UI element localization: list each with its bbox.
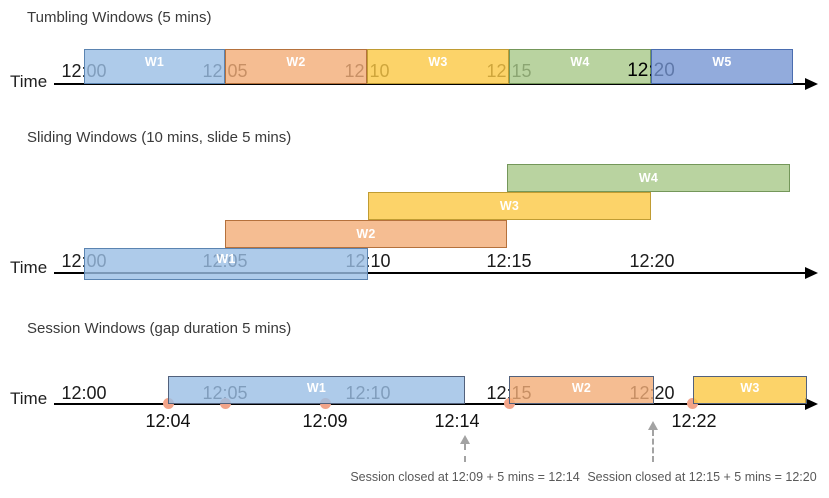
window-label: W3 bbox=[499, 199, 520, 213]
session-close-arrow-icon bbox=[460, 435, 470, 444]
time-axis-label: Time bbox=[10, 389, 48, 408]
window-label: W2 bbox=[571, 381, 592, 395]
event-time-label: 12:09 bbox=[302, 411, 348, 431]
window-box: W3 bbox=[368, 192, 651, 220]
window-box: W2 bbox=[225, 220, 507, 248]
window-box: W3 bbox=[367, 49, 509, 84]
window-label: W1 bbox=[144, 55, 165, 69]
event-time-label: 12:22 bbox=[671, 411, 717, 431]
timeline-arrow-icon bbox=[805, 267, 818, 279]
window-box: W1 bbox=[84, 49, 225, 84]
window-label: W4 bbox=[638, 171, 659, 185]
section-title: Tumbling Windows (5 mins) bbox=[27, 9, 212, 26]
window-box: W1 bbox=[168, 376, 465, 404]
window-box: W3 bbox=[693, 376, 807, 404]
time-axis-label: Time bbox=[10, 258, 48, 277]
window-box: W4 bbox=[507, 164, 790, 192]
window-box: W4 bbox=[509, 49, 651, 84]
window-label: W4 bbox=[570, 55, 590, 69]
section-title: Session Windows (gap duration 5 mins) bbox=[27, 320, 292, 337]
time-axis-label: Time bbox=[10, 72, 48, 91]
timeline bbox=[54, 83, 806, 85]
window-label: W1 bbox=[306, 381, 327, 395]
window-label: W2 bbox=[356, 227, 376, 241]
window-box: W5 bbox=[651, 49, 793, 84]
window-label: W3 bbox=[428, 55, 448, 69]
window-label: W5 bbox=[712, 55, 732, 69]
session-close-arrow-icon bbox=[648, 421, 658, 430]
window-box: W2 bbox=[225, 49, 367, 84]
tick-label: 12:20 bbox=[629, 251, 675, 271]
window-box: W1 bbox=[84, 248, 368, 280]
timeline bbox=[54, 272, 806, 274]
section-session: Session Windows (gap duration 5 mins) Ti… bbox=[0, 290, 829, 498]
session-close-arrow-line bbox=[652, 430, 654, 462]
timeline bbox=[54, 403, 806, 405]
window-label: W1 bbox=[216, 252, 236, 266]
section-tumbling: Tumbling Windows (5 mins) Time 12:00 12:… bbox=[0, 0, 829, 115]
window-label: W2 bbox=[286, 55, 306, 69]
section-title: Sliding Windows (10 mins, slide 5 mins) bbox=[27, 129, 292, 146]
window-label: W3 bbox=[740, 381, 760, 395]
tick-label: 12:15 bbox=[486, 251, 532, 271]
timeline-arrow-icon bbox=[805, 398, 818, 410]
section-sliding: Sliding Windows (10 mins, slide 5 mins) … bbox=[0, 115, 829, 290]
timeline-arrow-icon bbox=[805, 78, 818, 90]
annotation: Session closed at 12:15 + 5 mins = 12:20 bbox=[587, 470, 817, 484]
event-time-label: 12:14 bbox=[434, 411, 480, 431]
tick-label: 12:00 bbox=[61, 383, 107, 403]
session-close-arrow-line bbox=[464, 444, 466, 462]
window-box: W2 bbox=[509, 376, 654, 404]
annotation: Session closed at 12:09 + 5 mins = 12:14 bbox=[350, 470, 580, 484]
event-time-label: 12:04 bbox=[145, 411, 191, 431]
event-dot bbox=[687, 398, 698, 409]
